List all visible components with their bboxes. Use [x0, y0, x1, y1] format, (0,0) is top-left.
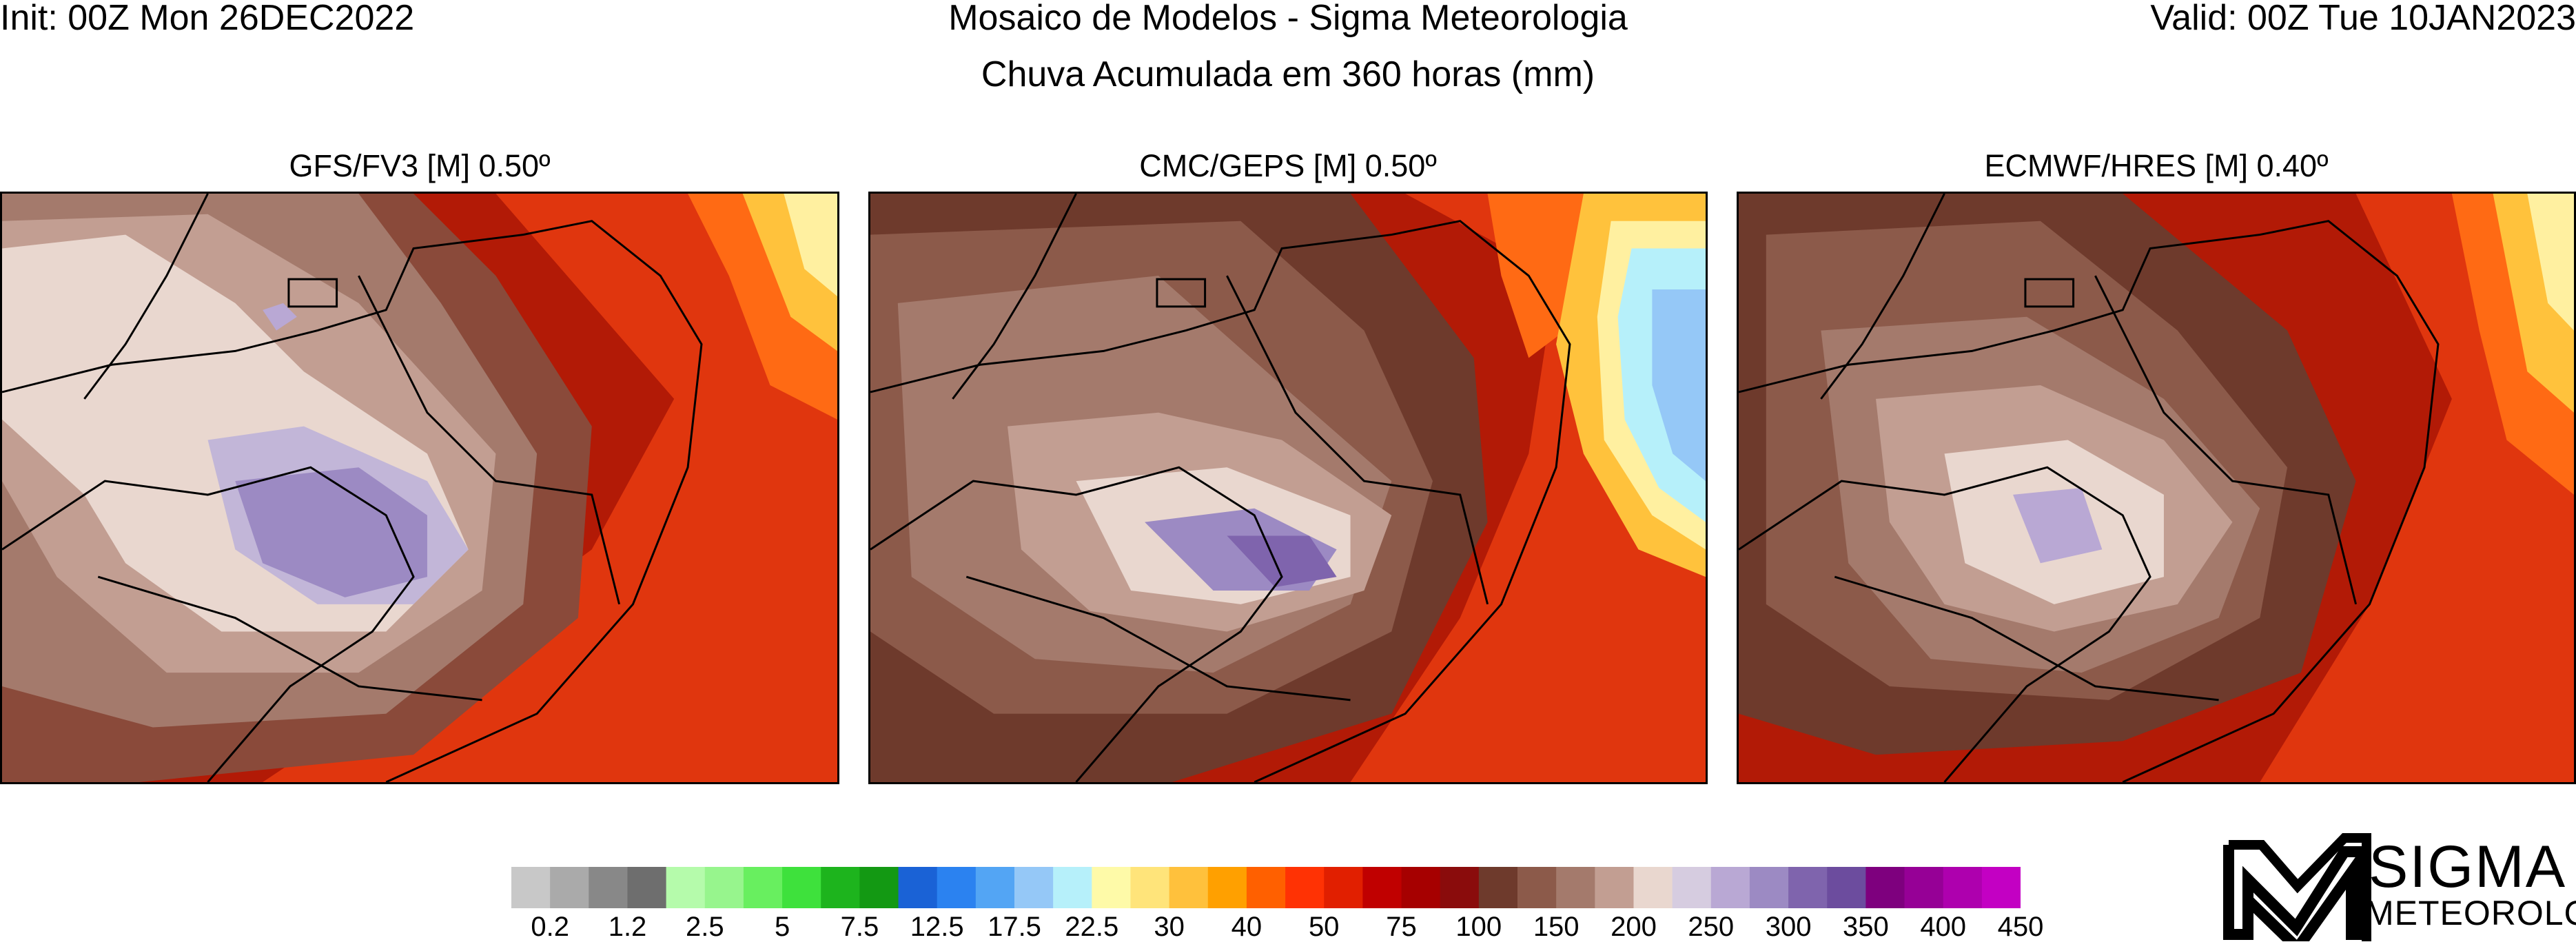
colorbar-swatch — [1865, 867, 1905, 908]
colorbar-swatch — [1401, 867, 1441, 908]
logo-subtitle: METEOROLOGIA — [2365, 894, 2576, 932]
colorbar-swatch — [1246, 867, 1286, 908]
colorbar-tick-label: 7.5 — [840, 912, 879, 942]
colorbar-swatch — [1362, 867, 1402, 908]
colorbar-swatch — [859, 867, 899, 908]
map-panel-cmc — [868, 192, 1708, 784]
colorbar-swatch — [1517, 867, 1557, 908]
colorbar-tick-label: 100 — [1455, 912, 1502, 942]
subtitle: Chuva Acumulada em 360 horas (mm) — [981, 54, 1595, 94]
colorbar — [511, 867, 2021, 908]
colorbar-swatch — [1169, 867, 1209, 908]
valid-time-label: Valid: 00Z Tue 10JAN2023 — [2150, 0, 2576, 38]
init-time-label: Init: 00Z Mon 26DEC2022 — [0, 0, 415, 38]
colorbar-tick-label: 30 — [1154, 912, 1185, 942]
colorbar-tick-label: 40 — [1231, 912, 1263, 942]
colorbar-swatch — [1478, 867, 1518, 908]
colorbar-swatch — [1633, 867, 1673, 908]
main-title: Mosaico de Modelos - Sigma Meteorologia — [948, 0, 1628, 38]
colorbar-swatch — [550, 867, 589, 908]
logo-word: SIGMA — [2369, 834, 2567, 900]
colorbar-tick-label: 12.5 — [910, 912, 964, 942]
colorbar-swatch — [1285, 867, 1325, 908]
colorbar-swatch — [821, 867, 860, 908]
colorbar-tick-label: 17.5 — [988, 912, 1041, 942]
sigma-logo-icon — [2223, 833, 2371, 941]
panel-title-gfs: GFS/FV3 [M] 0.50º — [289, 148, 551, 183]
colorbar-swatch — [1556, 867, 1595, 908]
colorbar-swatch — [1324, 867, 1363, 908]
colorbar-swatch — [975, 867, 1015, 908]
colorbar-tick-label: 350 — [1843, 912, 1889, 942]
colorbar-tick-label: 0.2 — [531, 912, 569, 942]
colorbar-tick-label: 1.2 — [608, 912, 647, 942]
colorbar-swatch — [704, 867, 744, 908]
colorbar-tick-label: 50 — [1308, 912, 1340, 942]
panel-title-cmc: CMC/GEPS [M] 0.50º — [1139, 148, 1437, 183]
colorbar-tick-label: 75 — [1386, 912, 1417, 942]
colorbar-swatch — [627, 867, 667, 908]
map-panel-gfs — [0, 192, 839, 784]
colorbar-swatch — [1749, 867, 1789, 908]
colorbar-tick-label: 150 — [1533, 912, 1580, 942]
colorbar-swatch — [511, 867, 551, 908]
colorbar-swatch — [1981, 867, 2021, 908]
precip-map-ecmwf — [1739, 194, 2574, 782]
borders-cmc — [870, 194, 1571, 782]
colorbar-tick-label: 450 — [1997, 912, 2044, 942]
map-panel-ecmwf — [1737, 192, 2576, 784]
colorbar-tick-label: 22.5 — [1065, 912, 1119, 942]
colorbar-swatch — [589, 867, 628, 908]
colorbar-swatch — [937, 867, 977, 908]
colorbar-swatch — [1014, 867, 1054, 908]
colorbar-swatch — [1207, 867, 1247, 908]
colorbar-swatch — [743, 867, 783, 908]
colorbar-swatch — [1053, 867, 1092, 908]
colorbar-swatch — [1788, 867, 1828, 908]
colorbar-tick-label: 2.5 — [685, 912, 724, 942]
colorbar-swatch — [1092, 867, 1132, 908]
colorbar-swatch — [1672, 867, 1712, 908]
colorbar-swatch — [1943, 867, 1983, 908]
colorbar-swatch — [1130, 867, 1170, 908]
precip-map-gfs — [2, 194, 837, 782]
colorbar-swatch — [666, 867, 706, 908]
colorbar-tick-label: 250 — [1688, 912, 1735, 942]
colorbar-swatch — [1595, 867, 1635, 908]
colorbar-swatch — [898, 867, 938, 908]
colorbar-swatch — [782, 867, 821, 908]
colorbar-tick-label: 5 — [774, 912, 790, 942]
borders-gfs — [2, 194, 703, 782]
colorbar-swatch — [1710, 867, 1750, 908]
colorbar-tick-label: 300 — [1765, 912, 1812, 942]
panel-title-ecmwf: ECMWF/HRES [M] 0.40º — [1984, 148, 2329, 183]
colorbar-tick-label: 200 — [1611, 912, 1657, 942]
colorbar-swatch — [1827, 867, 1866, 908]
colorbar-swatch — [1904, 867, 1944, 908]
colorbar-tick-label: 400 — [1920, 912, 1967, 942]
colorbar-swatch — [1440, 867, 1480, 908]
precip-map-cmc — [870, 194, 1706, 782]
borders-ecmwf — [1739, 194, 2440, 782]
